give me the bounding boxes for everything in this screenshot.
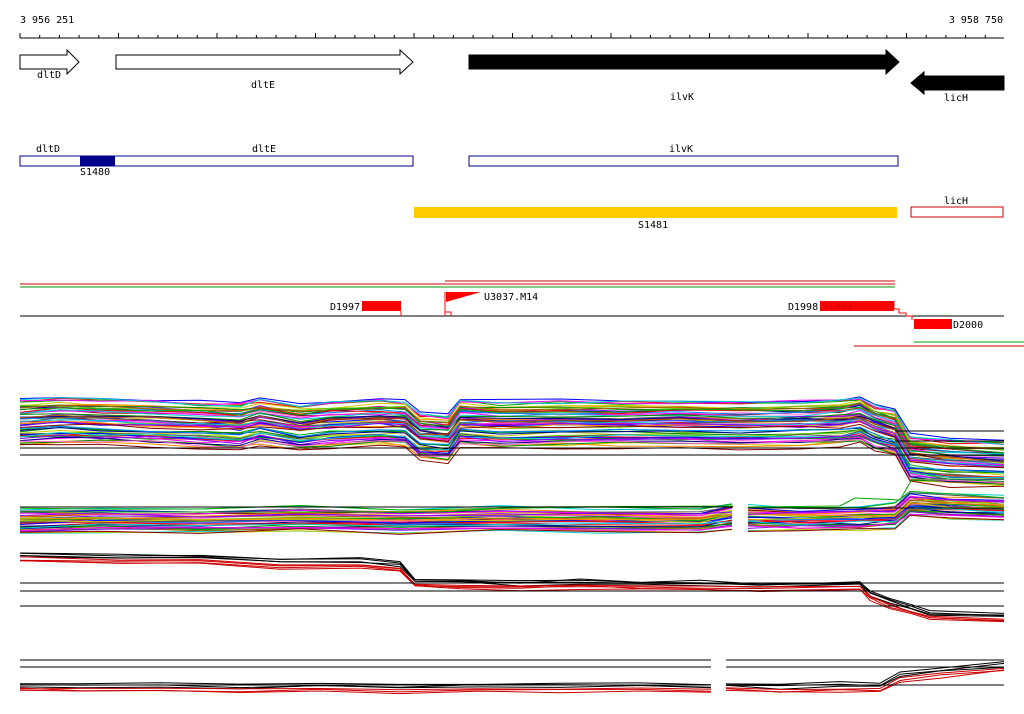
- transcript-label-dltD: dltD: [36, 144, 60, 155]
- expression-profile-line: [19, 436, 1005, 484]
- expression-profile-line: [747, 514, 1005, 532]
- gene-label-ilvK: ilvK: [670, 92, 694, 103]
- transcript-licH[interactable]: [910, 206, 1004, 218]
- expression-profile-line: [19, 425, 1005, 473]
- expression-profile-line: [19, 434, 1005, 481]
- expression-profile-line: [747, 478, 1004, 508]
- feature-D1999[interactable]: [820, 301, 894, 311]
- feature-U3037-flag[interactable]: [446, 292, 481, 302]
- feature-track: D1997 U3037.M14 D1998 D1999 D2000: [20, 280, 1024, 347]
- gene-label-dltE: dltE: [251, 80, 275, 91]
- ruler-ticks: [19, 33, 986, 38]
- transcript-label-ilvK: ilvK: [669, 144, 693, 155]
- expression-profile-line: [725, 667, 1005, 691]
- expression-profile-line: [19, 423, 1005, 469]
- expression-profile-line: [19, 552, 1005, 617]
- transcript-S1480[interactable]: [80, 156, 115, 166]
- expression-profile-line: [19, 402, 1005, 450]
- gene-track: dltD dltE ilvK licH: [19, 48, 1005, 104]
- expression-profile-line: [19, 398, 1005, 446]
- transcript-ilvK[interactable]: [468, 155, 899, 167]
- expression-profile-line: [747, 496, 1005, 515]
- expression-profile-line: [19, 436, 1005, 483]
- coordinate-ruler: 3 956 251 3 958 750: [19, 15, 1004, 39]
- feature-label-D1997: D1997: [330, 302, 360, 313]
- feature-steps: [893, 301, 913, 320]
- expression-profile-line: [19, 412, 1005, 457]
- expression-profile-line: [19, 687, 712, 691]
- gene-arrow-licH[interactable]: [910, 70, 1005, 96]
- transcript-label-S1481: S1481: [638, 220, 668, 231]
- u3037-hook: [445, 311, 452, 316]
- expression-profile-line: [747, 508, 1005, 526]
- expression-profile-line: [19, 560, 1005, 621]
- transcript-S1481[interactable]: [414, 207, 897, 218]
- expression-profile-line: [19, 397, 1005, 445]
- feature-D1997[interactable]: [362, 301, 401, 311]
- expression-profile-line: [19, 396, 1005, 441]
- expression-profile-line: [19, 555, 1005, 617]
- expression-profile-line: [19, 420, 1005, 468]
- feature-D2000[interactable]: [914, 319, 952, 329]
- expression-profile-line: [19, 407, 1005, 456]
- ruler-start-label: 3 956 251: [20, 15, 74, 26]
- expression-profile-line: [19, 689, 712, 695]
- expression-profile-line: [19, 560, 1005, 623]
- transcript-track: dltD dltE S1480 ilvK S1481 licH: [19, 144, 1004, 231]
- expression-profile-line: [19, 559, 1005, 622]
- expression-profile-line: [19, 513, 733, 521]
- expression-profile-line: [19, 408, 1005, 455]
- expression-profile-line: [19, 513, 733, 522]
- gene-arrow-ilvK[interactable]: [468, 48, 900, 76]
- feature-label-D1998: D1998: [788, 302, 818, 313]
- expression-profile-line: [19, 439, 1005, 485]
- gene-arrow-dltE[interactable]: [115, 48, 414, 76]
- expression-panel-3: [19, 552, 1005, 623]
- transcript-label-dltE: dltE: [252, 144, 276, 155]
- gene-label-dltD: dltD: [37, 70, 61, 81]
- expression-profile-line: [19, 519, 733, 528]
- feature-label-U3037: U3037.M14: [484, 292, 538, 303]
- expression-profile-line: [19, 415, 1005, 462]
- expression-profile-line: [19, 525, 733, 532]
- expression-profile-line: [725, 661, 1005, 685]
- expression-profile-line: [20, 682, 712, 686]
- expression-profile-line: [19, 521, 733, 529]
- feature-label-D2000: D2000: [953, 320, 983, 331]
- expression-profile-line: [19, 406, 1005, 454]
- expression-profile-line: [747, 513, 1005, 529]
- transcript-label-licH: licH: [944, 196, 968, 207]
- expression-profile-line: [19, 528, 733, 535]
- gene-arrow-dltD[interactable]: [19, 48, 80, 76]
- transcript-dltD-dltE[interactable]: [19, 155, 414, 167]
- ruler-end-label: 3 958 750: [949, 15, 1003, 26]
- expression-panel-4: [19, 659, 1005, 695]
- expression-profile-line: [19, 433, 1005, 480]
- expression-profile-line: [19, 684, 712, 690]
- gene-label-licH: licH: [944, 93, 968, 104]
- expression-profile-line: [19, 414, 1005, 463]
- expression-profile-line: [19, 511, 733, 518]
- expression-profile-line: [19, 438, 1005, 484]
- expression-profile-line: [19, 417, 1005, 462]
- expression-profile-line: [725, 669, 1005, 693]
- expression-panel-2: [19, 478, 1005, 535]
- expression-profile-line: [19, 503, 733, 511]
- expression-panel-1: [19, 396, 1005, 489]
- expression-profile-line: [747, 502, 1005, 517]
- transcript-label-S1480: S1480: [80, 167, 110, 178]
- feature-label-D1999: D1999: [822, 302, 852, 313]
- expression-profile-line: [19, 441, 1005, 489]
